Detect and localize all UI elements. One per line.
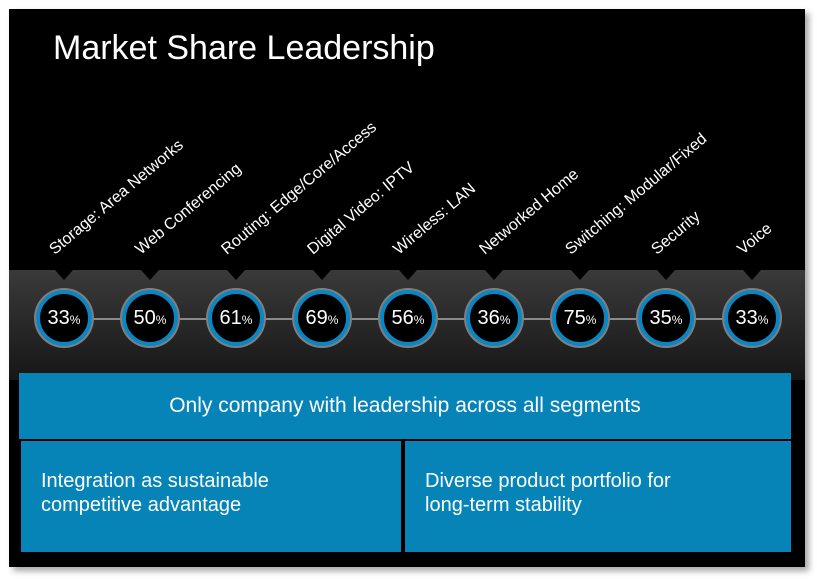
- percent-sign: %: [671, 313, 683, 327]
- integration-text: Integration as sustainable competitive a…: [41, 469, 269, 517]
- portfolio-text-line-1: Diverse product portfolio for: [425, 470, 671, 492]
- share-circle: 56%: [380, 290, 436, 346]
- band-notch: [141, 270, 159, 280]
- share-circle: 50%: [122, 290, 178, 346]
- share-value: 75: [563, 306, 586, 329]
- percent-sign: %: [757, 313, 769, 327]
- band-notch: [313, 270, 331, 280]
- connector-line: [522, 318, 552, 320]
- slide: Market Share Leadership Storage: Area Ne…: [9, 9, 805, 567]
- share-value: 33: [47, 306, 70, 329]
- share-circle: 33%: [724, 290, 780, 346]
- share-value: 69: [305, 306, 328, 329]
- segment-label: Voice: [734, 220, 776, 259]
- share-circle: 61%: [208, 290, 264, 346]
- portfolio-box: Diverse product portfolio for long-term …: [405, 441, 791, 552]
- percent-sign: %: [327, 313, 339, 327]
- band-notch: [227, 270, 245, 280]
- band-notch: [571, 270, 589, 280]
- percent-sign: %: [155, 313, 167, 327]
- connector-line: [694, 318, 724, 320]
- share-circle: 69%: [294, 290, 350, 346]
- share-value: 35: [649, 306, 672, 329]
- band-notch: [657, 270, 675, 280]
- band-notch: [485, 270, 503, 280]
- share-value: 56: [391, 306, 414, 329]
- connector-line: [264, 318, 294, 320]
- band-notch: [55, 270, 73, 280]
- band-notch: [399, 270, 417, 280]
- integration-text-line-1: Integration as sustainable: [41, 470, 269, 492]
- share-value: 33: [735, 306, 758, 329]
- share-circle: 36%: [466, 290, 522, 346]
- percent-sign: %: [499, 313, 511, 327]
- share-value: 61: [219, 306, 242, 329]
- connector-line: [178, 318, 208, 320]
- share-circle: 33%: [36, 290, 92, 346]
- percent-sign: %: [585, 313, 597, 327]
- integration-text-line-2: competitive advantage: [41, 494, 242, 516]
- share-value: 36: [477, 306, 500, 329]
- share-value: 50: [133, 306, 156, 329]
- integration-box: Integration as sustainable competitive a…: [21, 441, 401, 552]
- connector-line: [608, 318, 638, 320]
- share-circle: 35%: [638, 290, 694, 346]
- connector-line: [436, 318, 466, 320]
- segment-label: Storage: Area Networks: [46, 136, 187, 259]
- percent-sign: %: [69, 313, 81, 327]
- percent-sign: %: [241, 313, 253, 327]
- leadership-banner: Only company with leadership across all …: [19, 373, 791, 439]
- portfolio-text-line-2: long-term stability: [425, 494, 582, 516]
- percent-sign: %: [413, 313, 425, 327]
- connector-line: [350, 318, 380, 320]
- band-notch: [743, 270, 761, 280]
- slide-title: Market Share Leadership: [53, 29, 435, 67]
- segment-label: Routing: Edge/Core/Access: [218, 118, 380, 259]
- share-circle: 75%: [552, 290, 608, 346]
- segment-label: Wireless: LAN: [390, 180, 480, 259]
- segment-label: Switching: Modular/Fixed: [562, 130, 711, 259]
- portfolio-text: Diverse product portfolio for long-term …: [425, 469, 671, 517]
- segment-label: Security: [648, 208, 704, 259]
- connector-line: [92, 318, 122, 320]
- leadership-banner-text: Only company with leadership across all …: [169, 394, 641, 417]
